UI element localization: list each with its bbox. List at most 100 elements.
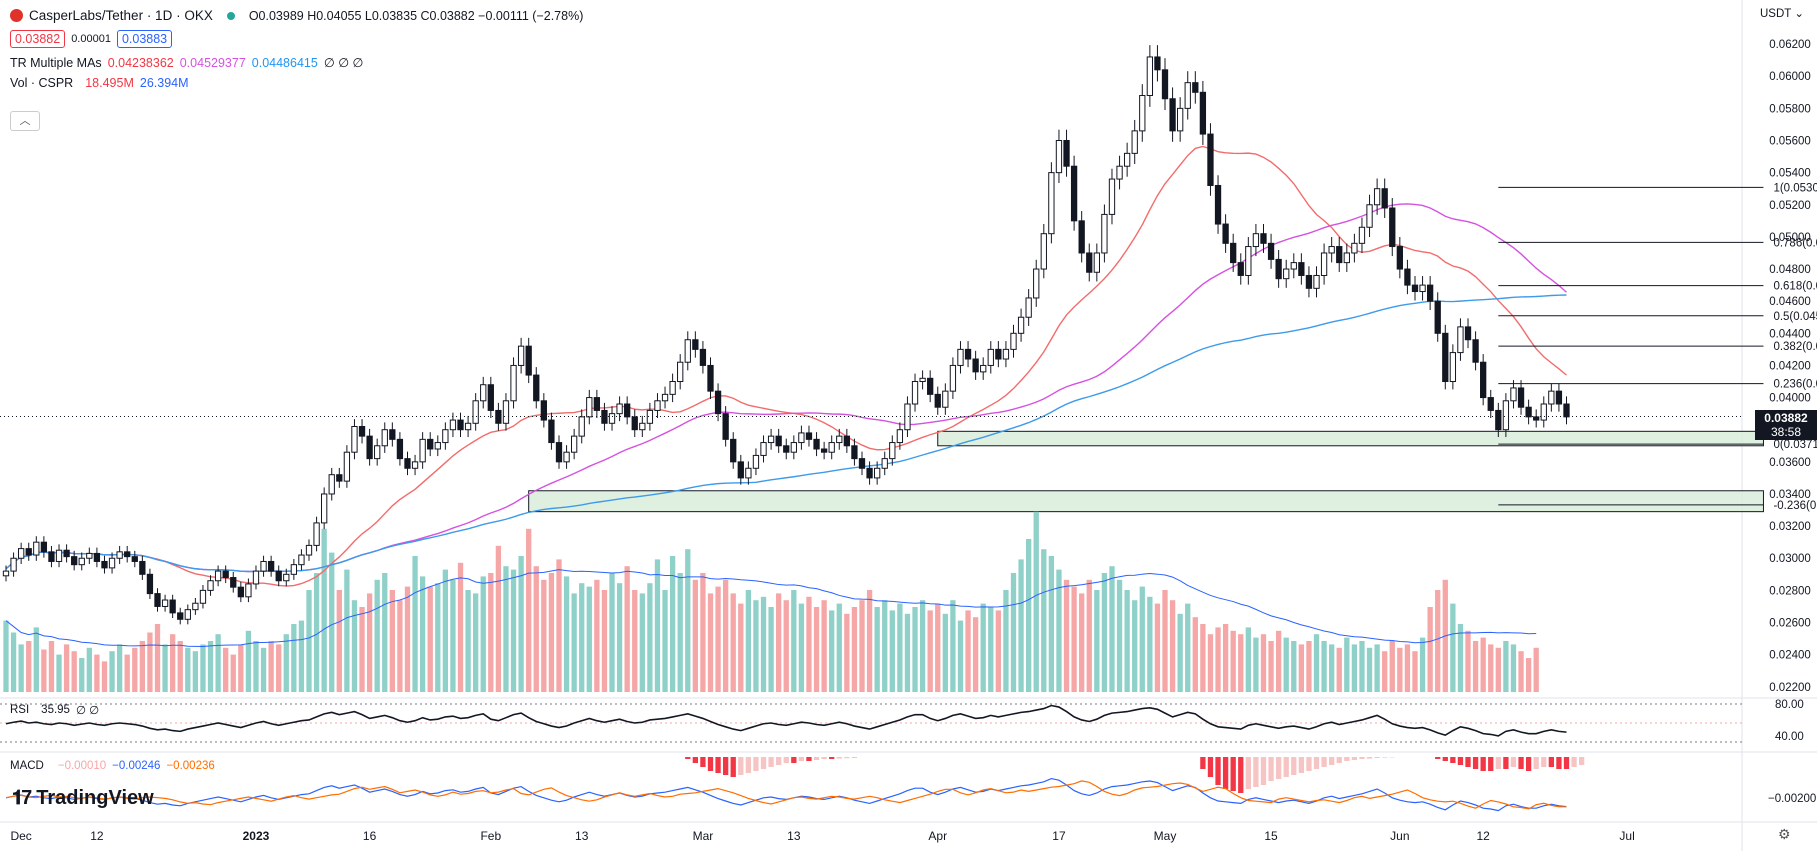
macd-histogram-bar xyxy=(1548,757,1554,767)
vol-legend[interactable]: Vol · CSPR 18.495M 26.394M xyxy=(10,76,189,90)
volume-ma-line xyxy=(5,569,1537,648)
candle-body xyxy=(1123,152,1131,167)
volume-bar xyxy=(450,579,456,692)
rsi-legend[interactable]: RSI 35.95 ∅ ∅ xyxy=(10,703,99,717)
candle-body xyxy=(161,599,169,607)
volume-bar xyxy=(1101,573,1108,692)
time-tick-label: 2023 xyxy=(243,829,270,843)
volume-bar xyxy=(366,593,373,692)
price-tick-label: 0.02400 xyxy=(1769,650,1811,662)
candle-body xyxy=(752,454,760,469)
macd-histogram-bar xyxy=(1321,757,1327,767)
macd-histogram-bar xyxy=(783,757,789,763)
volume-bar xyxy=(101,661,108,692)
volume-bar xyxy=(457,562,464,692)
tradingview-logo[interactable]: 𝟏7 TradingView xyxy=(12,787,154,809)
candle-body xyxy=(593,397,601,411)
candle-body xyxy=(1101,213,1108,254)
macd-histogram-bar xyxy=(1578,757,1585,765)
time-axis[interactable]: Dec 12 2023 16 Feb 13 Mar 13 Apr 17 May 15 Jun 12 Jul xyxy=(10,829,1634,843)
volume-bar xyxy=(1162,590,1168,692)
candle-body xyxy=(1146,56,1154,97)
volume-bar xyxy=(1472,641,1479,692)
candle-body xyxy=(995,348,1002,360)
volume-bar xyxy=(480,576,486,692)
volume-bar xyxy=(957,620,964,692)
time-tick-label: 13 xyxy=(575,829,589,843)
candle-body xyxy=(313,522,320,546)
candle-body xyxy=(1555,390,1563,405)
macd-histogram-bar xyxy=(1336,757,1342,763)
gear-icon[interactable]: ⚙ xyxy=(1778,826,1791,842)
macd-histogram-bar xyxy=(836,757,842,759)
currency-selector[interactable]: USDT ⌄ xyxy=(1760,8,1804,20)
volume-bar xyxy=(177,641,183,692)
candle-body xyxy=(1108,178,1116,215)
volume-bar xyxy=(1329,644,1335,692)
market-status-icon xyxy=(226,11,235,20)
macd-histogram-bar xyxy=(1329,757,1335,765)
candle-body xyxy=(1328,246,1335,254)
volume-bar xyxy=(1351,644,1358,692)
candle-body xyxy=(1525,406,1532,418)
volume-bar xyxy=(1018,559,1024,692)
last-price-badge: 0.03882 38:58 xyxy=(1755,410,1817,440)
candle-body xyxy=(1260,233,1267,244)
candle-body xyxy=(1502,400,1510,431)
volume-bar xyxy=(215,634,221,692)
candle-body xyxy=(1063,140,1070,167)
volume-bar xyxy=(1359,641,1365,692)
volume-bar xyxy=(223,647,229,692)
macd-histogram-bar xyxy=(829,757,835,759)
candle-body xyxy=(1139,95,1146,132)
macd-histogram-bar xyxy=(821,757,827,759)
volume-bar xyxy=(359,607,365,692)
collapse-legend-button[interactable]: ︿ xyxy=(10,111,40,131)
ma-legend[interactable]: TR Multiple MAs 0.04238362 0.04529377 0.… xyxy=(10,55,363,71)
candle-body xyxy=(1548,390,1555,405)
candle-body xyxy=(555,442,563,463)
macd-histogram-bar xyxy=(851,757,858,758)
candle-body xyxy=(93,552,101,562)
candles[interactable] xyxy=(2,45,1570,625)
rsi-label: RSI xyxy=(10,704,30,716)
fib-retracement[interactable]: 1(0.05308) 0.786(0.04966) 0.618(0.04697) 0.… xyxy=(0,182,1817,512)
ask-button[interactable]: 0.03883 xyxy=(116,30,173,48)
volume-bar xyxy=(1298,644,1305,692)
price-tick-label: 0.05200 xyxy=(1769,200,1811,212)
candle-body xyxy=(1222,223,1229,244)
candle-body xyxy=(1207,133,1214,186)
price-tick-label: 0.03600 xyxy=(1769,457,1811,469)
candle-body xyxy=(252,570,260,585)
time-tick-label: 17 xyxy=(1052,829,1066,843)
macd-histogram-bar xyxy=(1200,757,1206,769)
volume-bar xyxy=(980,603,986,692)
volume-bar xyxy=(253,641,259,692)
volume-bar xyxy=(1306,641,1312,692)
volume-bar xyxy=(730,593,736,692)
symbol-title[interactable]: CasperLabs/Tether · 1D · OKX xyxy=(29,8,213,23)
time-tick-label: 12 xyxy=(90,829,104,843)
volume-bar xyxy=(821,600,827,692)
volume-bar xyxy=(836,603,842,692)
candle-body xyxy=(321,493,328,524)
candle-body xyxy=(366,435,373,460)
volume-bar xyxy=(321,528,327,692)
candle-body xyxy=(1283,268,1290,280)
candle-body xyxy=(1487,397,1494,411)
volume-bar xyxy=(1510,644,1517,692)
bid-button[interactable]: 0.03882 xyxy=(10,30,66,48)
candle-body xyxy=(722,413,729,440)
macd-legend[interactable]: MACD −0.00010 −0.00246 −0.00236 xyxy=(10,760,215,772)
price-axis[interactable]: 0.06200 0.06000 0.05800 0.05600 0.05400 0.052… xyxy=(1769,39,1811,694)
volume-bar xyxy=(26,641,32,692)
candle-body xyxy=(798,432,805,444)
volume-bar xyxy=(1344,637,1350,692)
spread-value: 0.00001 xyxy=(71,33,111,45)
volume-bar xyxy=(139,641,146,692)
candle-body xyxy=(1086,252,1093,273)
volume-bar xyxy=(1154,603,1161,692)
volume-bar xyxy=(230,654,236,692)
volume-bar xyxy=(889,610,895,692)
